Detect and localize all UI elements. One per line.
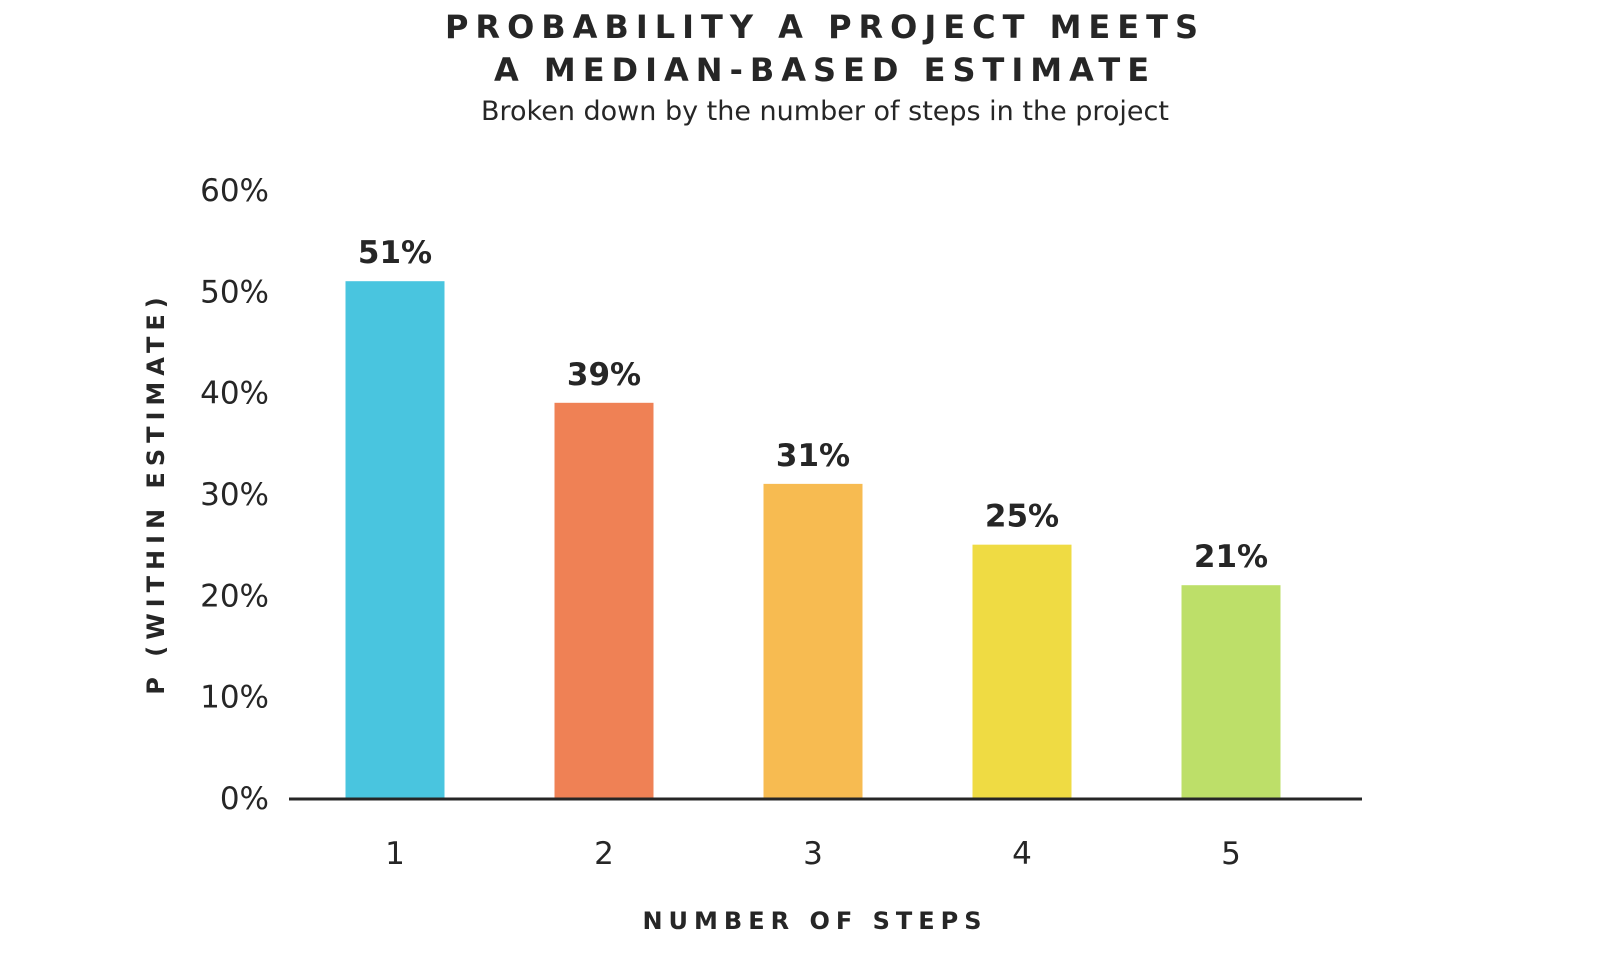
y-axis-label: P (WITHIN ESTIMATE) <box>142 291 170 694</box>
x-tick-label: 4 <box>1012 836 1032 872</box>
x-tick-label: 5 <box>1221 836 1241 872</box>
bar-5 <box>1181 585 1281 798</box>
x-tick-label: 2 <box>594 836 614 872</box>
data-label-5: 21% <box>1194 539 1268 575</box>
chart-title-line-2: A MEDIAN-BASED ESTIMATE <box>494 51 1156 89</box>
data-label-2: 39% <box>567 357 641 393</box>
y-axis-ticks: 0% 10% 20% 30% 40% 50% 60% <box>200 173 269 817</box>
y-tick-label: 20% <box>200 578 269 614</box>
x-tick-label: 1 <box>385 836 405 872</box>
data-label-3: 31% <box>776 438 850 474</box>
x-axis-ticks: 1 2 3 4 5 <box>385 836 1241 872</box>
chart-subtitle: Broken down by the number of steps in th… <box>481 96 1169 127</box>
bar-2 <box>554 402 654 798</box>
bar-3 <box>763 483 863 798</box>
y-tick-label: 50% <box>200 274 269 310</box>
bar-4 <box>972 544 1072 798</box>
data-label-1: 51% <box>358 235 432 271</box>
bars <box>345 281 1281 798</box>
y-tick-label: 30% <box>200 477 269 513</box>
data-label-4: 25% <box>985 499 1059 535</box>
y-tick-label: 10% <box>200 680 269 716</box>
bar-1 <box>345 281 445 798</box>
x-tick-label: 3 <box>803 836 823 872</box>
x-axis-label: NUMBER OF STEPS <box>642 907 987 935</box>
y-tick-label: 60% <box>200 173 269 209</box>
y-tick-label: 40% <box>200 376 269 412</box>
y-tick-label: 0% <box>220 781 269 817</box>
chart-title-line-1: PROBABILITY A PROJECT MEETS <box>445 8 1205 46</box>
data-labels: 51% 39% 31% 25% 21% <box>358 235 1268 575</box>
